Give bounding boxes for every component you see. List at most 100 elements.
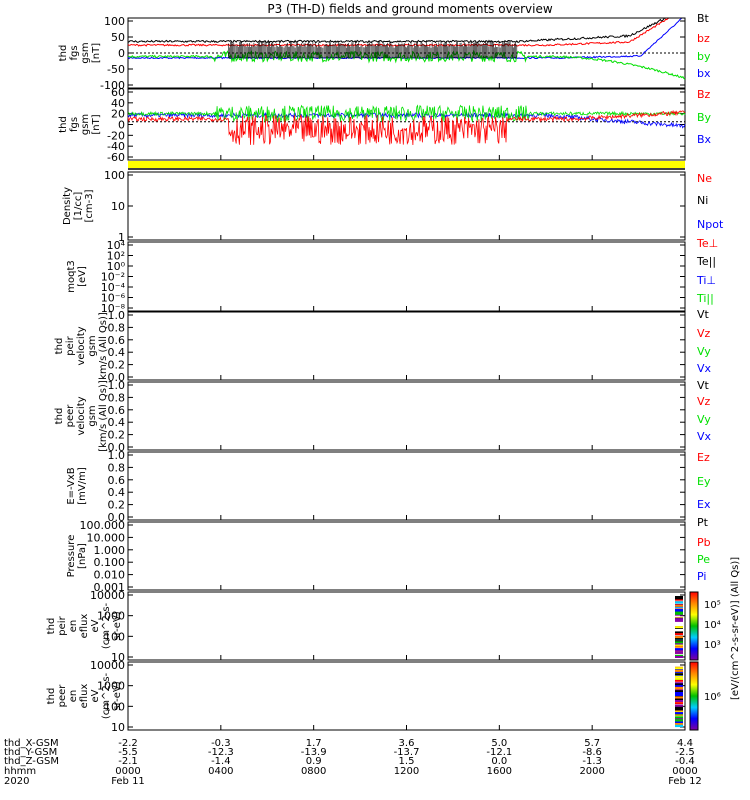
ephem-value: -2.1 (118, 756, 138, 767)
panel-frame (127, 88, 686, 161)
spectrogram-pixel (675, 618, 683, 621)
spectrogram-pixel (675, 649, 683, 652)
hhmm-tick-label: 0400 (208, 766, 233, 777)
y-tick-label: 1.0 (108, 379, 126, 392)
y-tick-label: 10000 (90, 659, 125, 672)
y-axis-label: eflux (79, 684, 90, 709)
spectrogram-pixel (675, 604, 683, 607)
y-tick-label: 0.4 (108, 416, 126, 429)
hhmm-tick-label: 1600 (487, 766, 512, 777)
spectrogram-pixel (675, 637, 683, 640)
legend-te⊥: Te⊥ (696, 237, 718, 250)
spectrogram-pixel (675, 619, 683, 622)
legend-ne: Ne (697, 172, 712, 185)
spectrogram-pixel (675, 721, 683, 724)
spectrogram-pixel (675, 654, 683, 657)
y-tick-label: 10² (107, 250, 125, 263)
spectrogram-pixel (675, 679, 683, 682)
colorbar-label: [eV/(cm^2-s-sr-eV)] (All Qs)] (730, 557, 741, 700)
y-axis-label: fgs (69, 117, 80, 132)
y-tick-label: 0.8 (108, 461, 126, 474)
y-tick-label: -40 (107, 140, 125, 153)
spectrogram-pixel (675, 690, 683, 693)
spectrogram-pixel (675, 596, 683, 598)
y-axis-label: thd (58, 116, 69, 133)
y-axis-label: velocity (76, 326, 87, 365)
ephem-value: -8.6 (582, 747, 602, 758)
legend-bz: Bz (697, 88, 711, 101)
spectrogram-pixel (675, 611, 683, 614)
legend-vx: Vx (697, 430, 712, 443)
y-tick-label: 10⁻² (101, 271, 125, 284)
y-axis-label: gsm (87, 335, 98, 356)
spectrogram-pixel (675, 636, 683, 639)
y-tick-label: 10.000 (87, 531, 126, 544)
y-tick-label: -20 (107, 129, 125, 142)
y-tick-label: 0.2 (108, 499, 126, 512)
hhmm-tick-label: 2000 (579, 766, 604, 777)
y-axis-label: (cm^2-s- (101, 672, 112, 719)
spectrogram-pixel (675, 686, 683, 689)
ephem-value: -2.5 (675, 747, 695, 758)
y-tick-label: 100 (104, 700, 125, 713)
spectrogram-pixel (675, 712, 683, 715)
colorbar (689, 591, 699, 661)
panel-density: 100 10 1 Density [1/cc] [cm-3] Ne Ni Npot (62, 169, 724, 244)
y-axis-label: en (68, 620, 79, 633)
legend-vy: Vy (697, 413, 711, 426)
y-axis-label: thd (46, 618, 57, 635)
spectrogram-pixel (675, 682, 683, 685)
y-axis-label: peer (65, 404, 76, 428)
legend-pt: Pt (697, 516, 709, 529)
ephem-value: 1.7 (306, 738, 322, 749)
panel-efield: 1.00.80.60.40.20.0 E=-VxB [mV/m] Ez Ey Ex (66, 449, 711, 524)
spectrogram-pixel (675, 683, 683, 686)
panel-frame (127, 521, 686, 591)
date-start-label: Feb 11 (111, 776, 145, 787)
panel-electron-spectrogram: 10000 1000 100 10 thd peer en eflux eV (cm^2-s-sr… (46, 659, 686, 734)
y-axis-label: sr-eV) (112, 611, 123, 640)
legend-bx: Bx (697, 133, 712, 146)
trace-bt-spikes (228, 40, 518, 59)
spectrogram-pixel (675, 692, 683, 694)
y-tick-label: 0.2 (108, 429, 126, 442)
ephem-value: 0.0 (491, 756, 507, 767)
y-axis-label: [nPa] (77, 543, 88, 569)
legend-npot: Npot (697, 218, 724, 231)
legend-ex: Ex (697, 498, 711, 511)
spectrogram-pixel (675, 644, 683, 647)
y-tick-label: 100 (104, 15, 125, 28)
trace-bx (127, 111, 686, 129)
y-tick-label: 10⁻⁶ (101, 292, 126, 305)
spectrogram-pixel (675, 684, 683, 687)
plot-title: P3 (TH-D) fields and ground moments over… (267, 2, 552, 16)
y-axis-label: peer (57, 684, 68, 708)
spectrogram-pixel (675, 645, 683, 648)
y-tick-label: 1 (118, 231, 125, 244)
y-tick-label: 10000 (90, 589, 125, 602)
spectrogram-pixel (675, 610, 683, 613)
spectrogram-pixel (675, 669, 683, 672)
y-tick-label: 0.0 (108, 441, 126, 454)
y-axis-label: velocity (76, 396, 87, 435)
trace-bt (127, 17, 685, 44)
y-axis-label: thd (54, 408, 65, 425)
y-axis-label: [nT] (91, 43, 102, 63)
spectrogram-pixel (675, 626, 683, 629)
spectrogram-pixel (675, 700, 683, 702)
trace-by (127, 104, 686, 123)
trace-by (127, 49, 686, 80)
ephem-value: 1.5 (399, 756, 415, 767)
y-axis-label: [nT] (91, 114, 102, 134)
y-tick-label: -100 (100, 79, 125, 92)
y-axis-label: [km/s (All Qs)] (98, 380, 109, 452)
legend-ni: Ni (697, 194, 708, 207)
y-tick-label: 0.010 (94, 569, 126, 582)
spectrogram-pixel (675, 633, 683, 636)
y-axis-label: peir (65, 335, 76, 355)
trace-bz (127, 17, 685, 47)
y-tick-label: 1000 (97, 610, 125, 623)
legend-bz: bz (697, 32, 710, 45)
